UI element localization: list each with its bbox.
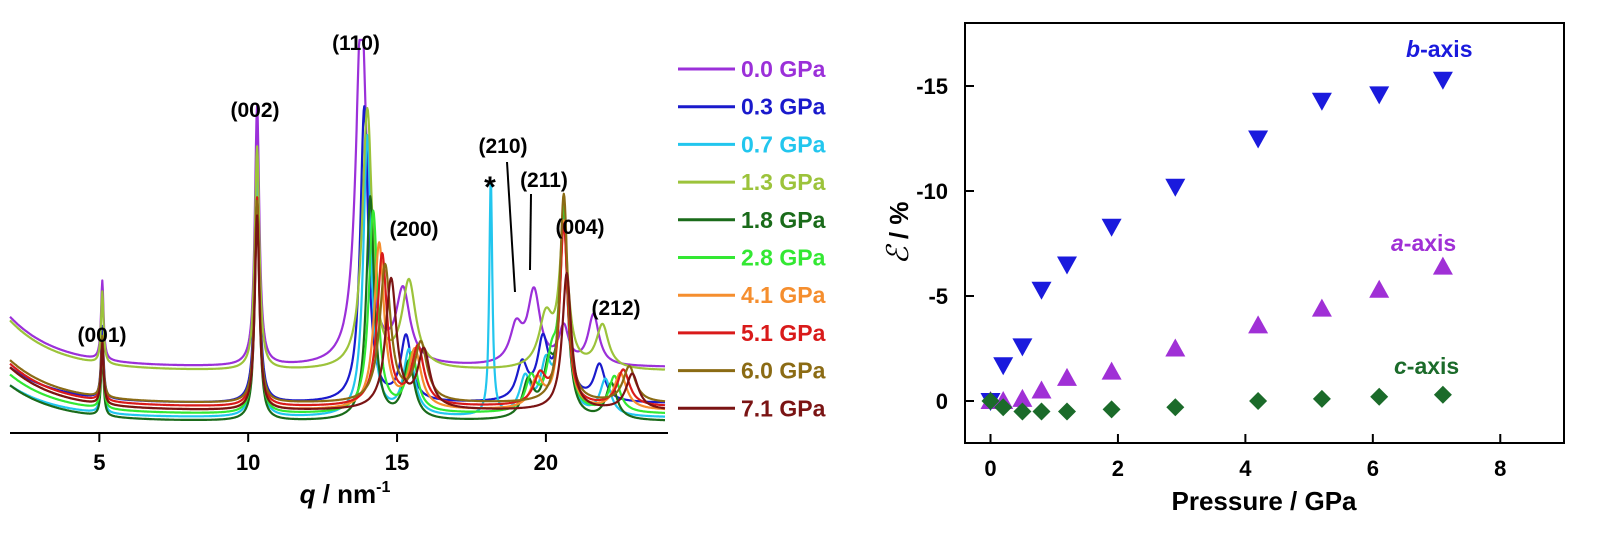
b-axis-point	[1057, 256, 1077, 275]
xrd-trace	[9, 192, 666, 403]
c-axis-point	[1032, 402, 1051, 421]
x-axis-label: q / nm-1	[300, 479, 391, 509]
a-axis-point	[1432, 256, 1453, 275]
legend-label: 1.3 GPa	[741, 169, 826, 195]
c-axis-point	[1013, 402, 1032, 421]
b-axis-point	[1311, 92, 1332, 111]
x-tick-label: 0	[984, 456, 996, 481]
x-tick-label: 6	[1367, 456, 1379, 481]
a-axis-label: a-axis	[1391, 230, 1456, 256]
c-axis-point	[1102, 400, 1121, 419]
axis-ticks: 0 2 4 6 8 0 -5 -10 -15	[916, 74, 1506, 481]
a-axis-point	[1101, 361, 1122, 380]
c-axis-point	[1249, 392, 1268, 410]
x-tick-label: 4	[1239, 456, 1252, 481]
b-axis-point	[1432, 71, 1453, 90]
legend-label: 5.1 GPa	[741, 320, 826, 346]
a-axis-point	[1031, 380, 1052, 399]
b-axis-point	[1012, 338, 1033, 357]
x-tick-label: 10	[236, 450, 260, 475]
a-axis-point	[1012, 388, 1033, 407]
x-tick-label: 2	[1112, 456, 1124, 481]
a-axis-point	[1311, 298, 1332, 317]
peak-label: (004)	[555, 216, 604, 239]
legend-label: 0.3 GPa	[741, 94, 826, 120]
peak-label: (001)	[77, 324, 126, 347]
plot-frame	[964, 22, 1565, 444]
b-axis-point	[1165, 178, 1186, 197]
legend-label: 6.0 GPa	[741, 358, 826, 384]
legend-label: 2.8 GPa	[741, 245, 826, 271]
b-axis-point	[1248, 130, 1269, 149]
strain-scatter-chart: 0 2 4 6 8 0 -5 -10 -15 b-axis a-axis c-axis Pressu…	[881, 22, 1565, 516]
c-axis-point	[1370, 387, 1389, 406]
y-tick-label: -5	[928, 284, 948, 309]
b-axis-point	[1031, 281, 1052, 300]
legend-label: 4.1 GPa	[741, 282, 826, 308]
c-axis-point	[1433, 385, 1452, 404]
peak-label: *	[484, 171, 496, 204]
xrd-traces	[9, 38, 666, 422]
peak-label: (210)	[478, 135, 527, 158]
a-axis-point	[1369, 279, 1390, 298]
peak-label: (212)	[591, 297, 640, 320]
peak-label: (002)	[230, 99, 279, 122]
series-labels: b-axis a-axis c-axis	[1391, 36, 1473, 379]
a-axis-point	[1165, 338, 1186, 357]
c-axis-point	[1058, 402, 1076, 421]
y-tick-label: 0	[936, 389, 948, 414]
x-tick-label: 5	[93, 450, 105, 475]
y-tick-label: -10	[916, 179, 948, 204]
legend-label: 1.8 GPa	[741, 207, 826, 233]
b-axis-point	[993, 357, 1014, 376]
a-axis-point	[1057, 367, 1077, 386]
peak-pointer-210	[506, 161, 516, 293]
peak-label: (110)	[332, 32, 380, 55]
c-axis-point	[994, 398, 1013, 417]
c-axis-label: c-axis	[1394, 353, 1459, 379]
x-tick-label: 8	[1494, 456, 1506, 481]
x-ticks: 5 10 15 20	[93, 433, 558, 475]
c-axis-point	[981, 392, 1000, 410]
legend-label: 0.0 GPa	[741, 56, 826, 82]
c-axis-point	[1166, 398, 1185, 417]
xrd-trace	[9, 214, 666, 411]
legend-label: 0.7 GPa	[741, 131, 826, 157]
a-axis-point	[1248, 315, 1269, 334]
xrd-trace	[9, 38, 666, 368]
b-axis-point	[1369, 86, 1390, 105]
x-axis-label: Pressure / GPa	[1172, 486, 1358, 516]
x-tick-label: 20	[534, 450, 558, 475]
b-axis-label: b-axis	[1406, 36, 1473, 62]
legend-label: 7.1 GPa	[741, 395, 826, 421]
x-tick-label: 15	[385, 450, 409, 475]
y-tick-label: -15	[916, 74, 948, 99]
peak-labels: (001) (002) (110) (200) * (210) (211) (004) (212…	[77, 32, 640, 347]
xrd-pattern-chart: 5 10 15 20 (001)(002)(110)(200)*(210)(211)(…	[9, 32, 826, 509]
data-points	[980, 71, 1453, 421]
c-axis-point	[1312, 389, 1331, 408]
y-axis-label: ℰ / %	[881, 202, 916, 265]
b-axis-point	[1101, 218, 1122, 237]
peak-label: (211)	[520, 169, 568, 192]
peak-pointer-211	[529, 193, 532, 271]
xrd-trace	[9, 107, 666, 371]
legend: 0.0 GPa 0.3 GPa 0.7 GPa 1.3 GPa 1.8 GPa 2.8 G…	[678, 56, 826, 421]
peak-label: (200)	[389, 218, 438, 241]
